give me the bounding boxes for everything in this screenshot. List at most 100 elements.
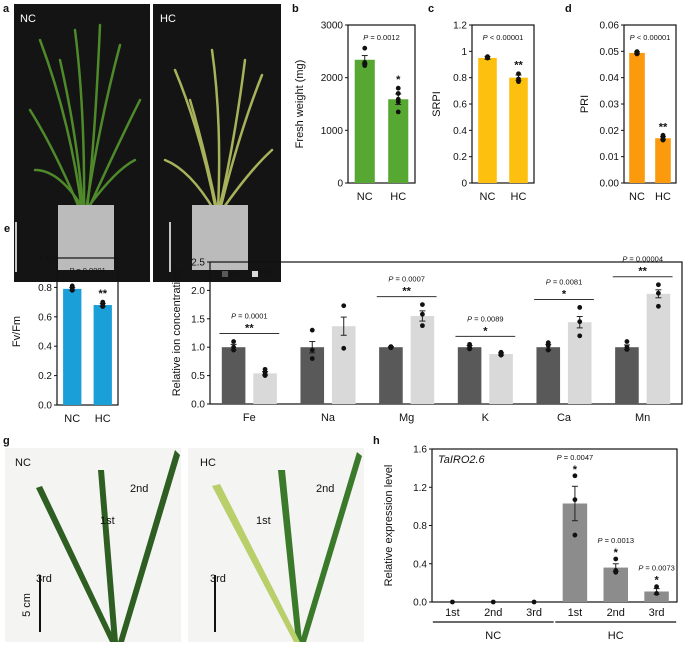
data-point bbox=[516, 71, 521, 77]
legend-label-hc: HC bbox=[260, 269, 274, 280]
panel-label-c: c bbox=[428, 3, 434, 15]
data-point bbox=[395, 85, 401, 91]
data-point bbox=[362, 45, 368, 51]
data-point bbox=[613, 556, 619, 562]
data-point bbox=[490, 599, 496, 605]
x-tick-label: Fe bbox=[243, 412, 256, 424]
leaf-label-nc-1st: 1st bbox=[100, 515, 115, 527]
leaf-label-hc-2nd: 2nd bbox=[316, 483, 334, 495]
p-value: P = 0.0012 bbox=[363, 33, 400, 42]
x-tick-label: Na bbox=[321, 412, 336, 424]
data-point bbox=[654, 590, 659, 596]
data-point bbox=[467, 346, 472, 352]
plant-hc bbox=[163, 48, 274, 212]
data-point bbox=[395, 99, 401, 105]
p-value: P = 0.0073 bbox=[638, 564, 675, 573]
bar bbox=[221, 347, 246, 404]
y-tick-label: 1.5 bbox=[191, 314, 205, 325]
data-point bbox=[420, 302, 425, 307]
y-tick-label: 0.0 bbox=[191, 400, 205, 411]
bar bbox=[489, 354, 513, 404]
leaf-label-hc-3rd: 3rd bbox=[210, 573, 226, 585]
data-point bbox=[613, 569, 619, 575]
panel-label-e: e bbox=[4, 223, 10, 235]
photo-a-hc-label: HC bbox=[160, 13, 176, 25]
bar bbox=[93, 305, 112, 405]
scale-label-a: 5 cm bbox=[4, 238, 16, 262]
bar bbox=[655, 138, 671, 183]
bar bbox=[478, 57, 497, 183]
p-value: P = 0.0081 bbox=[546, 277, 583, 286]
significance-marker: ** bbox=[245, 323, 254, 335]
y-tick-label: 2000 bbox=[321, 73, 344, 84]
p-value: P = 0.0001 bbox=[69, 266, 106, 275]
photo-g-nc-label: NC bbox=[15, 457, 31, 469]
significance-marker: ** bbox=[514, 60, 523, 72]
y-axis-label: Fresh weight (mg) bbox=[294, 60, 306, 149]
p-value: P = 0.00004 bbox=[622, 255, 663, 264]
data-point bbox=[498, 352, 504, 358]
x-tick-label: HC bbox=[390, 191, 406, 203]
x-tick-label: Ca bbox=[557, 412, 572, 424]
y-axis-label: Relative expression level bbox=[383, 465, 395, 587]
significance-marker: * bbox=[573, 464, 578, 476]
x-tick-label: HC bbox=[511, 191, 527, 203]
x-tick-label: 1st bbox=[445, 607, 460, 619]
data-point bbox=[100, 304, 106, 309]
data-point bbox=[660, 137, 666, 143]
significance-marker: ** bbox=[659, 121, 668, 133]
y-tick-label: 0.8 bbox=[413, 521, 427, 532]
y-tick-label: 0 bbox=[337, 179, 343, 190]
significance-marker: ** bbox=[402, 286, 411, 298]
y-tick-label: 0.8 bbox=[38, 283, 52, 294]
data-point bbox=[262, 373, 268, 378]
y-tick-label: 0.6 bbox=[38, 312, 52, 323]
data-point bbox=[395, 91, 401, 96]
data-point bbox=[577, 319, 583, 325]
chart-c: 0 0.2 0.4 0.6 0.8 1 1.2 SRPI NC HC P < 0.00001 ** bbox=[431, 21, 535, 203]
y-tick-label: 0.4 bbox=[453, 126, 467, 137]
y-tick-label: 0.0 bbox=[413, 598, 427, 609]
data-point bbox=[634, 51, 640, 57]
chart-f: 0.0 0.5 1.0 1.5 2.0 2.5 Relative ion concentra… bbox=[171, 255, 683, 424]
data-point bbox=[577, 305, 583, 310]
plot-frame bbox=[56, 257, 119, 406]
leaves-hc bbox=[212, 452, 362, 642]
y-tick-label: 0.02 bbox=[600, 126, 620, 137]
y-tick-label: 2.5 bbox=[191, 258, 205, 269]
significance-marker: * bbox=[562, 288, 567, 300]
data-point bbox=[656, 290, 661, 296]
significance-marker: ** bbox=[638, 266, 647, 278]
significance-marker: * bbox=[396, 74, 401, 86]
data-point bbox=[450, 599, 455, 605]
photo-a-nc-label: NC bbox=[20, 13, 36, 25]
leaf-label-nc-3rd: 3rd bbox=[36, 573, 52, 585]
data-point bbox=[69, 287, 75, 293]
chart-h: 0.0 0.4 0.8 1.2 1.6 Relative expression level… bbox=[383, 445, 678, 642]
bar bbox=[300, 347, 325, 404]
bar bbox=[536, 347, 561, 404]
significance-marker: * bbox=[654, 575, 659, 587]
leaf-label-nc-2nd: 2nd bbox=[130, 483, 148, 495]
leaves-nc bbox=[36, 450, 180, 642]
data-point bbox=[420, 311, 425, 317]
p-value: P < 0.00001 bbox=[630, 33, 671, 42]
data-point bbox=[572, 532, 578, 538]
data-point bbox=[545, 343, 551, 348]
p-value: P < 0.00001 bbox=[483, 33, 524, 42]
y-tick-label: 1.0 bbox=[38, 254, 52, 265]
chart-title: TaIRO2.6 bbox=[438, 454, 486, 466]
pot-hc bbox=[192, 205, 248, 270]
plot-frame bbox=[209, 261, 683, 405]
y-tick-label: 1.2 bbox=[413, 483, 427, 494]
significance-marker: * bbox=[614, 547, 619, 559]
data-point bbox=[309, 327, 315, 333]
y-tick-label: 1.0 bbox=[191, 343, 205, 354]
data-point bbox=[656, 303, 661, 309]
bar bbox=[567, 322, 592, 404]
x-tick-label: NC bbox=[629, 191, 645, 203]
leaf-label-hc-1st: 1st bbox=[256, 515, 271, 527]
y-tick-label: 0.2 bbox=[453, 152, 467, 163]
bar bbox=[457, 347, 482, 404]
